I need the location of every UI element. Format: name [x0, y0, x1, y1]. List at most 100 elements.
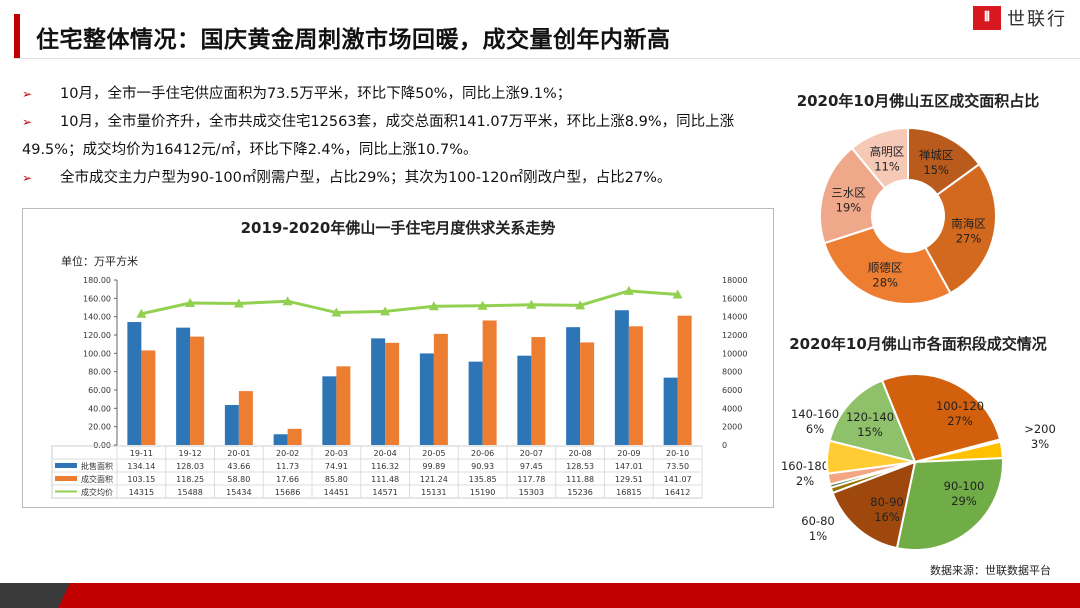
footer-dark-band [0, 583, 70, 608]
data-table-cell: 15686 [275, 488, 300, 497]
footer-red-band [58, 583, 1080, 608]
y2-tick-label: 12000 [722, 331, 747, 340]
bar-supply [614, 310, 629, 445]
bar-supply [566, 327, 581, 445]
header-divider [14, 58, 1080, 59]
x-tick-label: 20-04 [374, 449, 397, 458]
legend-swatch [55, 463, 77, 468]
x-tick-label: 20-06 [471, 449, 494, 458]
data-table-cell: 128.53 [566, 462, 594, 471]
pie-slice [831, 460, 917, 550]
y2-tick-label: 4000 [722, 404, 742, 413]
pie-slice [819, 146, 887, 245]
pie-value: 16% [874, 510, 900, 524]
supply-demand-chart: 2019-2020年佛山一手住宅月度供求关系走势 单位：万平方米 [22, 208, 774, 508]
bullet-item: ➢ 全市成交主力户型为90-100㎡刚需户型，占比29%；其次为100-120㎡刚… [22, 164, 767, 192]
logo-text: 世联行 [1007, 9, 1067, 30]
data-table-cell: 147.01 [615, 462, 643, 471]
pie-label: 120-140 [846, 410, 894, 424]
pie-label: 禅城区 [919, 148, 954, 162]
pie-slice [895, 457, 1004, 551]
pie-value: 27% [956, 232, 982, 246]
data-table-cell: 15488 [177, 488, 202, 497]
data-table-cell: 15303 [519, 488, 544, 497]
bar-transaction [531, 337, 546, 445]
header-accent-bar [14, 14, 20, 58]
data-table-cell: 121.24 [420, 475, 448, 484]
data-table-cell: 111.48 [371, 475, 399, 484]
x-tick-label: 19-12 [179, 449, 202, 458]
pie-slice [923, 162, 997, 295]
data-table-cell: 99.89 [422, 462, 445, 471]
chart-title: 2019-2020年佛山一手住宅月度供求关系走势 [240, 219, 556, 237]
y-tick-label: 120.00 [83, 331, 111, 340]
bar-supply [468, 361, 483, 445]
data-table-cell: 141.07 [664, 475, 692, 484]
pie-label: 90-100 [944, 479, 985, 493]
company-logo: ⦀ 世联行 [973, 5, 1067, 31]
y-tick-label: 20.00 [88, 423, 111, 432]
x-tick-label: 20-05 [422, 449, 445, 458]
price-marker [623, 285, 634, 295]
price-marker [282, 296, 293, 306]
bar-supply [419, 353, 434, 445]
pie-label: 高明区 [870, 145, 905, 159]
data-table-cell: 15434 [226, 488, 251, 497]
pie-value: 11% [874, 160, 900, 174]
y-tick-label: 160.00 [83, 294, 111, 303]
pie-label: 60-80 [801, 514, 834, 528]
bar-supply [127, 322, 142, 445]
arrow-right-icon: ➢ [22, 171, 33, 185]
bar-transaction [677, 315, 692, 445]
price-marker [185, 298, 196, 308]
data-table-cell: 15131 [421, 488, 446, 497]
data-table-cell: 14315 [129, 488, 154, 497]
price-marker [672, 289, 683, 299]
data-table-cell: 15190 [470, 488, 495, 497]
pie-label: 顺德区 [868, 261, 903, 275]
bullet-text: 10月，全市一手住宅供应面积为73.5万平米，环比下降50%，同比上涨9.1%； [60, 86, 572, 102]
bar-transaction [580, 342, 595, 445]
size-pie-title: 2020年10月佛山市各面积段成交情况 [789, 335, 1047, 353]
pie-label: 80-90 [870, 495, 903, 509]
bar-transaction [141, 350, 156, 445]
bullet-text: 10月，全市量价齐升，全市共成交住宅12563套，成交总面积141.07万平米，… [22, 114, 735, 158]
arrow-right-icon: ➢ [22, 87, 33, 101]
data-table-cell: 116.32 [371, 462, 399, 471]
district-pie-title: 2020年10月佛山五区成交面积占比 [796, 92, 1040, 110]
y2-tick-label: 14000 [722, 313, 747, 322]
bar-transaction [287, 428, 302, 445]
pie-value: 29% [951, 494, 977, 508]
data-table-cell: 14451 [324, 488, 349, 497]
data-table-cell: 16412 [665, 488, 690, 497]
legend-label: 批售面积 [81, 461, 113, 471]
bullet-item: ➢ 10月，全市量价齐升，全市共成交住宅12563套，成交总面积141.07万平米… [22, 108, 767, 164]
x-tick-label: 20-03 [325, 449, 348, 458]
pie-label: 三水区 [831, 186, 866, 200]
pie-value: 1% [809, 529, 827, 543]
pie-value: 3% [1031, 437, 1049, 451]
y-tick-label: 180.00 [83, 276, 111, 285]
pie-label: >200 [1024, 422, 1056, 436]
data-table-cell: 103.15 [127, 475, 155, 484]
y2-tick-label: 8000 [722, 368, 742, 377]
data-table-cell: 73.50 [666, 462, 689, 471]
x-tick-label: 20-10 [666, 449, 689, 458]
data-table-cell: 74.91 [325, 462, 348, 471]
data-table-cell: 135.85 [469, 475, 497, 484]
y-tick-label: 40.00 [88, 404, 111, 413]
y-tick-label: 80.00 [88, 368, 111, 377]
arrow-right-icon: ➢ [22, 115, 33, 129]
data-source: 数据来源：世联数据平台 [930, 564, 1051, 577]
data-table-cell: 11.73 [276, 462, 299, 471]
pie-value: 2% [796, 474, 814, 488]
y-tick-label: 60.00 [88, 386, 111, 395]
x-tick-label: 20-01 [227, 449, 250, 458]
legend-swatch [55, 476, 77, 481]
data-table-cell: 111.88 [566, 475, 594, 484]
data-table-cell: 15236 [567, 488, 592, 497]
y2-tick-label: 6000 [722, 386, 742, 395]
pie-value: 15% [857, 425, 883, 439]
legend-label: 成交均价 [81, 487, 113, 497]
